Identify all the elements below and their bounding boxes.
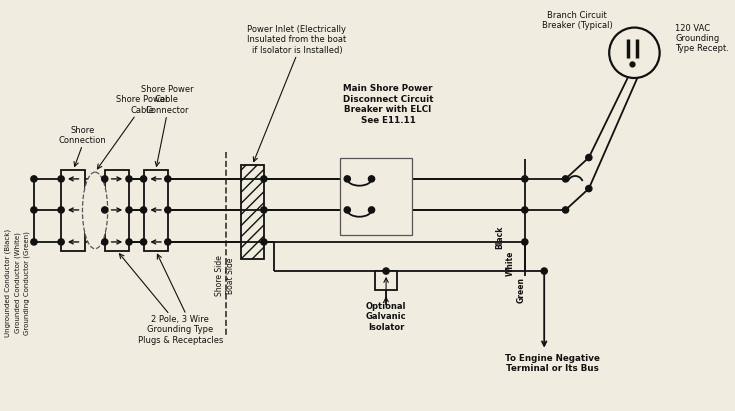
Circle shape: [126, 176, 132, 182]
Circle shape: [140, 207, 147, 213]
Circle shape: [126, 239, 132, 245]
Circle shape: [58, 176, 64, 182]
Circle shape: [31, 176, 37, 182]
Circle shape: [344, 207, 351, 213]
Circle shape: [58, 239, 64, 245]
Text: White: White: [506, 251, 514, 276]
Circle shape: [562, 176, 569, 182]
Circle shape: [586, 185, 592, 192]
Circle shape: [58, 207, 64, 213]
Text: Optional
Galvanic
Isolator: Optional Galvanic Isolator: [366, 302, 406, 332]
Text: 120 VAC
Grounding
Type Recept.: 120 VAC Grounding Type Recept.: [675, 24, 729, 53]
Text: Ungrounded Conductor (Black): Ungrounded Conductor (Black): [4, 229, 11, 337]
Circle shape: [522, 239, 528, 245]
Text: Main Shore Power
Disconnect Circuit
Breaker with ELCI
See E11.11: Main Shore Power Disconnect Circuit Brea…: [343, 84, 433, 125]
Circle shape: [101, 176, 108, 182]
Circle shape: [562, 207, 569, 213]
Text: Power Inlet (Electrically
Insulated from the boat
if Isolator is Installed): Power Inlet (Electrically Insulated from…: [247, 25, 346, 55]
Bar: [143, 170, 168, 251]
Circle shape: [101, 207, 108, 213]
Circle shape: [368, 207, 375, 213]
Bar: [376, 271, 397, 291]
Ellipse shape: [82, 172, 107, 249]
Circle shape: [165, 176, 171, 182]
Text: To Engine Negative
Terminal or Its Bus: To Engine Negative Terminal or Its Bus: [504, 353, 600, 373]
Circle shape: [368, 176, 375, 182]
Circle shape: [31, 239, 37, 245]
Text: Boat Side: Boat Side: [226, 258, 235, 294]
Circle shape: [31, 207, 37, 213]
Circle shape: [261, 207, 267, 213]
Circle shape: [383, 268, 390, 274]
Circle shape: [541, 268, 548, 274]
Circle shape: [630, 62, 635, 67]
Text: Shore Power
Cable
Connector: Shore Power Cable Connector: [140, 85, 193, 115]
Circle shape: [165, 207, 171, 213]
Text: Branch Circuit
Breaker (Typical): Branch Circuit Breaker (Typical): [542, 11, 612, 30]
Circle shape: [140, 176, 147, 182]
Text: Shore
Connection: Shore Connection: [59, 125, 107, 145]
Circle shape: [101, 239, 108, 245]
Bar: [340, 157, 412, 235]
Text: Shore Power
Cable: Shore Power Cable: [116, 95, 169, 115]
Text: Shore Side: Shore Side: [215, 256, 223, 296]
Circle shape: [261, 239, 267, 245]
Text: Black: Black: [495, 225, 504, 249]
Circle shape: [126, 207, 132, 213]
Text: Grounding Conductor (Green): Grounding Conductor (Green): [24, 231, 30, 335]
Circle shape: [261, 176, 267, 182]
Circle shape: [344, 176, 351, 182]
Bar: [240, 165, 264, 259]
Circle shape: [140, 239, 147, 245]
Text: Green: Green: [517, 277, 526, 303]
Circle shape: [586, 155, 592, 161]
Circle shape: [165, 239, 171, 245]
Bar: [61, 170, 85, 251]
Bar: [105, 170, 129, 251]
Circle shape: [522, 176, 528, 182]
Circle shape: [522, 207, 528, 213]
Text: 2 Pole, 3 Wire
Grounding Type
Plugs & Receptacles: 2 Pole, 3 Wire Grounding Type Plugs & Re…: [137, 315, 223, 344]
Text: Grounded Conductor (White): Grounded Conductor (White): [14, 232, 21, 333]
